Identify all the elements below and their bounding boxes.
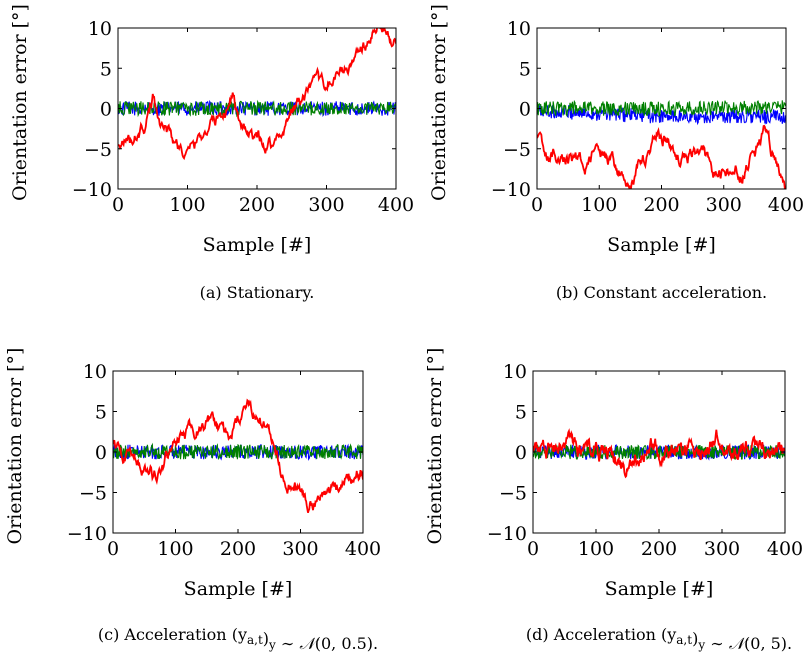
y-axis-label: Orientation error [°] [424,348,446,545]
series-group [118,28,396,161]
y-tick-label: 10 [88,18,112,40]
x-tick-label: 200 [643,194,679,216]
series-group [537,99,786,189]
y-tick-label: −5 [503,139,531,161]
series-line-green [113,442,363,461]
panel-caption: (b) Constant acceleration. [556,283,767,302]
x-tick-label: 300 [308,194,344,216]
panel-c: 0 100 200 300 400 −10 −5 0 5 10 Sample [#] Orientat… [4,348,381,653]
series-line-red [537,124,786,189]
x-tick-label: 200 [641,538,677,560]
y-tick-label: −10 [491,179,531,201]
series-line-red [533,428,785,479]
series-line-red [118,28,396,161]
y-tick-label: 5 [95,402,107,424]
x-tick-label: 200 [220,538,256,560]
x-tick-label: 0 [107,538,119,560]
x-tick-label: 0 [531,194,543,216]
y-axis-label: Orientation error [°] [428,4,450,201]
y-tick-label: 0 [100,99,112,121]
x-tick-label: 300 [704,538,740,560]
y-tick-label: −5 [79,483,107,505]
y-tick-label: −10 [487,523,527,545]
x-tick-label: 200 [239,194,275,216]
y-tick-label: 5 [100,58,112,80]
y-axis-label: Orientation error [°] [4,348,26,545]
x-tick-label: 0 [112,194,124,216]
x-tick-label: 100 [578,538,614,560]
x-tick-label: 400 [345,538,381,560]
y-tick-label: 10 [83,361,107,383]
series-group [533,428,785,479]
x-axis-label: Sample [#] [184,578,293,600]
panel-a: 0 100 200 300 400 −10 −5 0 5 10 Sample [#] Orientat… [9,4,414,302]
series-line-green [118,99,396,118]
x-axis-label: Sample [#] [607,234,716,256]
panel-caption: (a) Stationary. [200,283,315,302]
y-tick-label: 0 [519,99,531,121]
x-axis-label: Sample [#] [605,578,714,600]
panel-b: 0 100 200 300 400 −10 −5 0 5 10 Sample [#] Orientat… [428,4,804,302]
x-axis-label: Sample [#] [203,234,312,256]
x-tick-label: 400 [767,538,803,560]
x-tick-label: 300 [706,194,742,216]
x-tick-label: 300 [282,538,318,560]
x-tick-label: 400 [768,194,804,216]
y-tick-label: −10 [72,179,112,201]
series-line-green [537,99,786,118]
x-tick-label: 100 [169,194,205,216]
series-group [113,398,363,513]
x-tick-label: 400 [378,194,414,216]
y-tick-label: 5 [515,402,527,424]
y-tick-label: −5 [84,139,112,161]
y-tick-label: 5 [519,58,531,80]
panel-caption: (d) Acceleration (ya,t)y ∼ 𝒩(0, 5). [526,625,792,653]
panel-d: 0 100 200 300 400 −10 −5 0 5 10 Sample [#] Orientat… [424,348,803,653]
y-tick-label: 10 [507,18,531,40]
y-tick-label: 10 [503,361,527,383]
series-line-blue [537,104,786,126]
y-tick-label: 0 [515,442,527,464]
panel-caption: (c) Acceleration (ya,t)y ∼ 𝒩(0, 0.5). [98,625,378,653]
y-tick-label: −10 [67,523,107,545]
x-tick-label: 100 [581,194,617,216]
y-tick-label: −5 [499,483,527,505]
y-axis-label: Orientation error [°] [9,4,31,201]
x-tick-label: 0 [527,538,539,560]
x-tick-label: 100 [157,538,193,560]
series-line-red [113,398,363,513]
y-tick-label: 0 [95,442,107,464]
